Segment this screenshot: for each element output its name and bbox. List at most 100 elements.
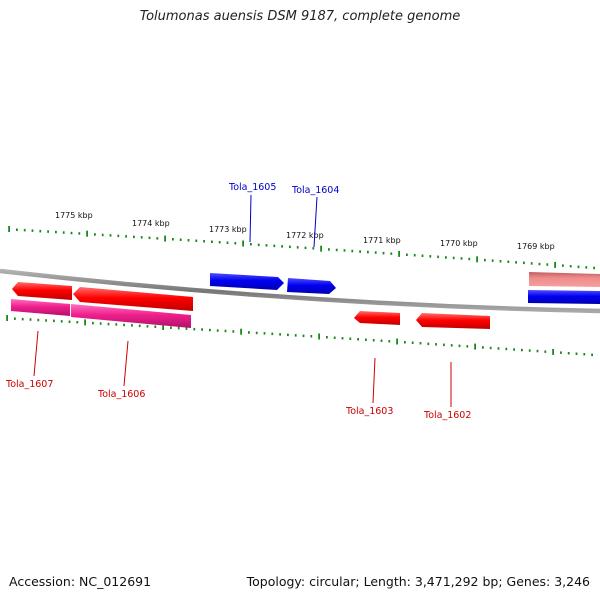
scale-label-1775: 1775 kbp <box>55 211 93 220</box>
minor-tick <box>443 343 445 347</box>
upper-scale-ticks <box>8 226 595 270</box>
minor-tick <box>78 232 81 235</box>
minor-tick <box>523 261 525 265</box>
minor-tick <box>328 248 330 251</box>
minor-tick <box>452 256 455 260</box>
minor-tick <box>193 327 196 331</box>
minor-tick <box>530 262 533 265</box>
minor-tick <box>99 322 102 325</box>
minor-tick <box>585 266 588 269</box>
minor-tick <box>413 254 416 257</box>
minor-tick <box>445 256 447 259</box>
rna-gene-left-2[interactable] <box>71 304 191 328</box>
gene-tola-1604[interactable]: Tola_1604 <box>287 185 339 294</box>
minor-tick <box>349 337 352 340</box>
minor-tick <box>390 252 393 255</box>
minor-tick <box>367 250 369 254</box>
minor-tick <box>575 352 578 355</box>
minor-tick <box>201 328 203 331</box>
minor-tick <box>513 348 515 351</box>
gene-label-leader <box>313 196 318 248</box>
major-tick <box>318 333 320 340</box>
minor-tick <box>343 249 346 252</box>
minor-tick <box>365 338 367 341</box>
minor-tick <box>450 344 453 347</box>
major-tick <box>320 245 322 252</box>
minor-tick <box>429 255 432 258</box>
minor-tick <box>435 343 437 346</box>
lower-scale-ticks <box>6 315 593 357</box>
gene-label-tola-1602[interactable]: Tola_1602 <box>423 410 471 421</box>
minor-tick <box>536 349 539 353</box>
major-tick <box>474 343 476 350</box>
minor-tick <box>333 336 336 339</box>
scale-label-1769: 1769 kbp <box>517 242 555 251</box>
minor-tick <box>117 234 120 238</box>
minor-tick <box>185 327 188 330</box>
minor-tick <box>70 231 73 235</box>
minor-tick <box>140 236 143 239</box>
minor-tick <box>382 251 385 255</box>
gene-tola-1606[interactable]: Tola_1606 <box>73 287 193 400</box>
scale-label-1773: 1773 kbp <box>209 225 247 234</box>
gene-tola-1607[interactable]: Tola_1607 <box>5 282 72 390</box>
gene-tola-1602[interactable]: Tola_1602 <box>416 313 490 421</box>
minor-tick <box>351 249 354 253</box>
minor-tick <box>195 239 198 242</box>
minor-tick <box>131 324 133 327</box>
minor-tick <box>265 244 268 247</box>
minor-tick <box>138 324 141 328</box>
minor-tick <box>125 235 127 238</box>
minor-tick <box>232 330 235 333</box>
minor-tick <box>101 233 104 237</box>
gene-label-tola-1607[interactable]: Tola_1607 <box>5 379 53 390</box>
minor-tick <box>94 233 96 236</box>
minor-tick <box>569 265 572 268</box>
gene-label-tola-1604[interactable]: Tola_1604 <box>291 185 339 196</box>
minor-tick <box>224 329 227 333</box>
minor-tick <box>170 326 172 329</box>
gene-tola-1605[interactable]: Tola_1605 <box>210 182 284 290</box>
minor-tick <box>62 231 65 234</box>
minor-tick <box>294 334 297 337</box>
gene-label-leader <box>33 330 39 377</box>
minor-tick <box>115 323 118 326</box>
gene-tola-1603[interactable]: Tola_1603 <box>345 311 400 417</box>
gene-forward-right-edge[interactable] <box>528 290 600 304</box>
minor-tick <box>14 317 16 320</box>
minor-tick <box>583 353 586 356</box>
minor-tick <box>427 342 430 346</box>
gene-label-leader <box>372 357 376 404</box>
minor-tick <box>211 240 213 243</box>
rna-gene-left-1[interactable] <box>11 299 70 316</box>
minor-tick <box>528 349 531 352</box>
major-tick <box>86 230 88 237</box>
minor-tick <box>374 251 377 254</box>
minor-tick <box>515 261 517 264</box>
gene-label-tola-1605[interactable]: Tola_1605 <box>228 182 276 193</box>
minor-tick <box>68 320 71 323</box>
major-tick <box>6 315 8 321</box>
minor-tick <box>544 350 547 353</box>
minor-tick <box>593 266 595 270</box>
minor-tick <box>92 321 94 325</box>
minor-tick <box>341 337 344 340</box>
gene-label-tola-1603[interactable]: Tola_1603 <box>345 406 393 417</box>
major-tick <box>476 256 478 263</box>
minor-tick <box>29 318 32 321</box>
minor-tick <box>489 346 492 350</box>
minor-tick <box>187 239 190 242</box>
minor-tick <box>287 333 289 337</box>
minor-tick <box>460 257 463 260</box>
minor-tick <box>55 230 57 234</box>
minor-tick <box>47 230 49 233</box>
minor-tick <box>380 339 383 342</box>
minor-tick <box>484 258 486 262</box>
minor-tick <box>257 243 260 247</box>
major-tick <box>164 235 166 242</box>
gene-label-tola-1606[interactable]: Tola_1606 <box>97 389 145 400</box>
minor-tick <box>289 245 291 249</box>
gene-pseudo-right-edge[interactable] <box>529 272 600 287</box>
